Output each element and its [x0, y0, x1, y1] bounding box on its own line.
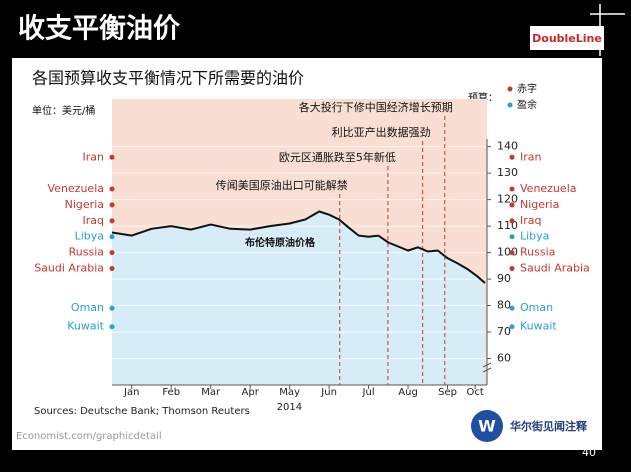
country-label: Nigeria: [520, 198, 559, 211]
y-tick-label: 70: [497, 325, 511, 338]
y-tick-label: 140: [497, 140, 518, 153]
watermark: 华尔街见闻注释: [510, 419, 588, 433]
x-tick-label: Jun: [320, 387, 337, 398]
y-tick-label: 100: [497, 246, 518, 259]
legend-dot: [507, 86, 513, 92]
x-tick-label: Feb: [162, 387, 180, 398]
source: Sources: Deutsche Bank; Thomson Reuters: [34, 406, 250, 417]
country-label: Nigeria: [65, 198, 104, 211]
x-tick-label: Oct: [467, 387, 484, 398]
country-label: Russia: [520, 246, 555, 259]
country-label: Saudi Arabia: [34, 261, 104, 274]
country-dot: [509, 265, 515, 271]
country-dot: [109, 202, 115, 208]
country-label: Iraq: [83, 214, 105, 227]
x-tick-label: Aug: [398, 387, 418, 398]
x-tick-label: Apr: [242, 387, 260, 398]
country-label: Libya: [520, 230, 549, 243]
country-dot: [509, 305, 515, 311]
country-dot: [109, 186, 115, 192]
legend-dot: [507, 102, 513, 108]
country-label: Iran: [83, 150, 105, 163]
watermark-icon: W: [478, 417, 496, 436]
legend-label: 盈余: [517, 98, 537, 111]
country-dot: [509, 186, 515, 192]
slide-title: 收支平衡油价: [18, 14, 181, 45]
axis-break: [482, 362, 492, 373]
annotation-text: 传闻美国原油出口可能解禁: [216, 178, 348, 192]
logo: DoubleLine: [532, 32, 602, 45]
page-number: 40: [582, 446, 596, 459]
y-tick-label: 60: [497, 352, 511, 365]
country-label: Kuwait: [520, 320, 557, 333]
country-dot: [509, 324, 515, 330]
country-dot: [109, 305, 115, 311]
country-label: Iraq: [520, 214, 542, 227]
y-tick-label: 80: [497, 299, 511, 312]
country-dot: [109, 324, 115, 330]
country-dot: [109, 234, 115, 240]
country-dot: [109, 265, 115, 271]
country-dot: [109, 218, 115, 224]
chart-title: 各国预算收支平衡情况下所需要的油价: [32, 69, 304, 88]
country-dot: [109, 154, 115, 160]
country-dot: [509, 234, 515, 240]
annotation-text: 各大投行下修中国经济增长预期: [299, 100, 453, 114]
x-tick-label: Jul: [362, 387, 375, 398]
country-label: Libya: [75, 230, 104, 243]
unit-label: 单位：美元/桶: [32, 104, 95, 117]
country-dot: [509, 154, 515, 160]
x-tick-label: Sep: [438, 387, 457, 398]
x-tick-label: May: [279, 387, 300, 398]
y-tick-label: 110: [497, 219, 518, 232]
line-label: 布伦特原油价格: [245, 236, 316, 249]
x-tick-label: Mar: [201, 387, 221, 398]
price-line: [111, 210, 486, 284]
country-label: Iran: [520, 150, 542, 163]
country-label: Oman: [520, 301, 553, 314]
country-dot: [509, 218, 515, 224]
logo-box: [530, 26, 604, 50]
country-label: Saudi Arabia: [520, 261, 590, 274]
legend-label: 赤字: [517, 82, 537, 95]
credit: Economist.com/graphicdetail: [16, 431, 162, 442]
country-label: Oman: [71, 301, 104, 314]
country-dot: [109, 250, 115, 256]
country-label: Venezuela: [48, 182, 105, 195]
country-label: Kuwait: [67, 320, 104, 333]
y-tick-label: 90: [497, 272, 511, 285]
y-tick-label: 120: [497, 193, 518, 206]
country-dot: [509, 202, 515, 208]
annotation-text: 利比亚产出数据强劲: [332, 125, 431, 139]
x-tick-label: Jan: [123, 387, 139, 398]
y-tick-label: 130: [497, 166, 518, 179]
area-fill: [112, 211, 485, 385]
x-axis-label: 2014: [277, 402, 302, 413]
watermark-logo: [471, 410, 503, 442]
country-label: Venezuela: [520, 182, 577, 195]
country-label: Russia: [69, 246, 104, 259]
annotation-text: 欧元区通胀跌至5年新低: [279, 150, 396, 164]
country-dot: [509, 250, 515, 256]
